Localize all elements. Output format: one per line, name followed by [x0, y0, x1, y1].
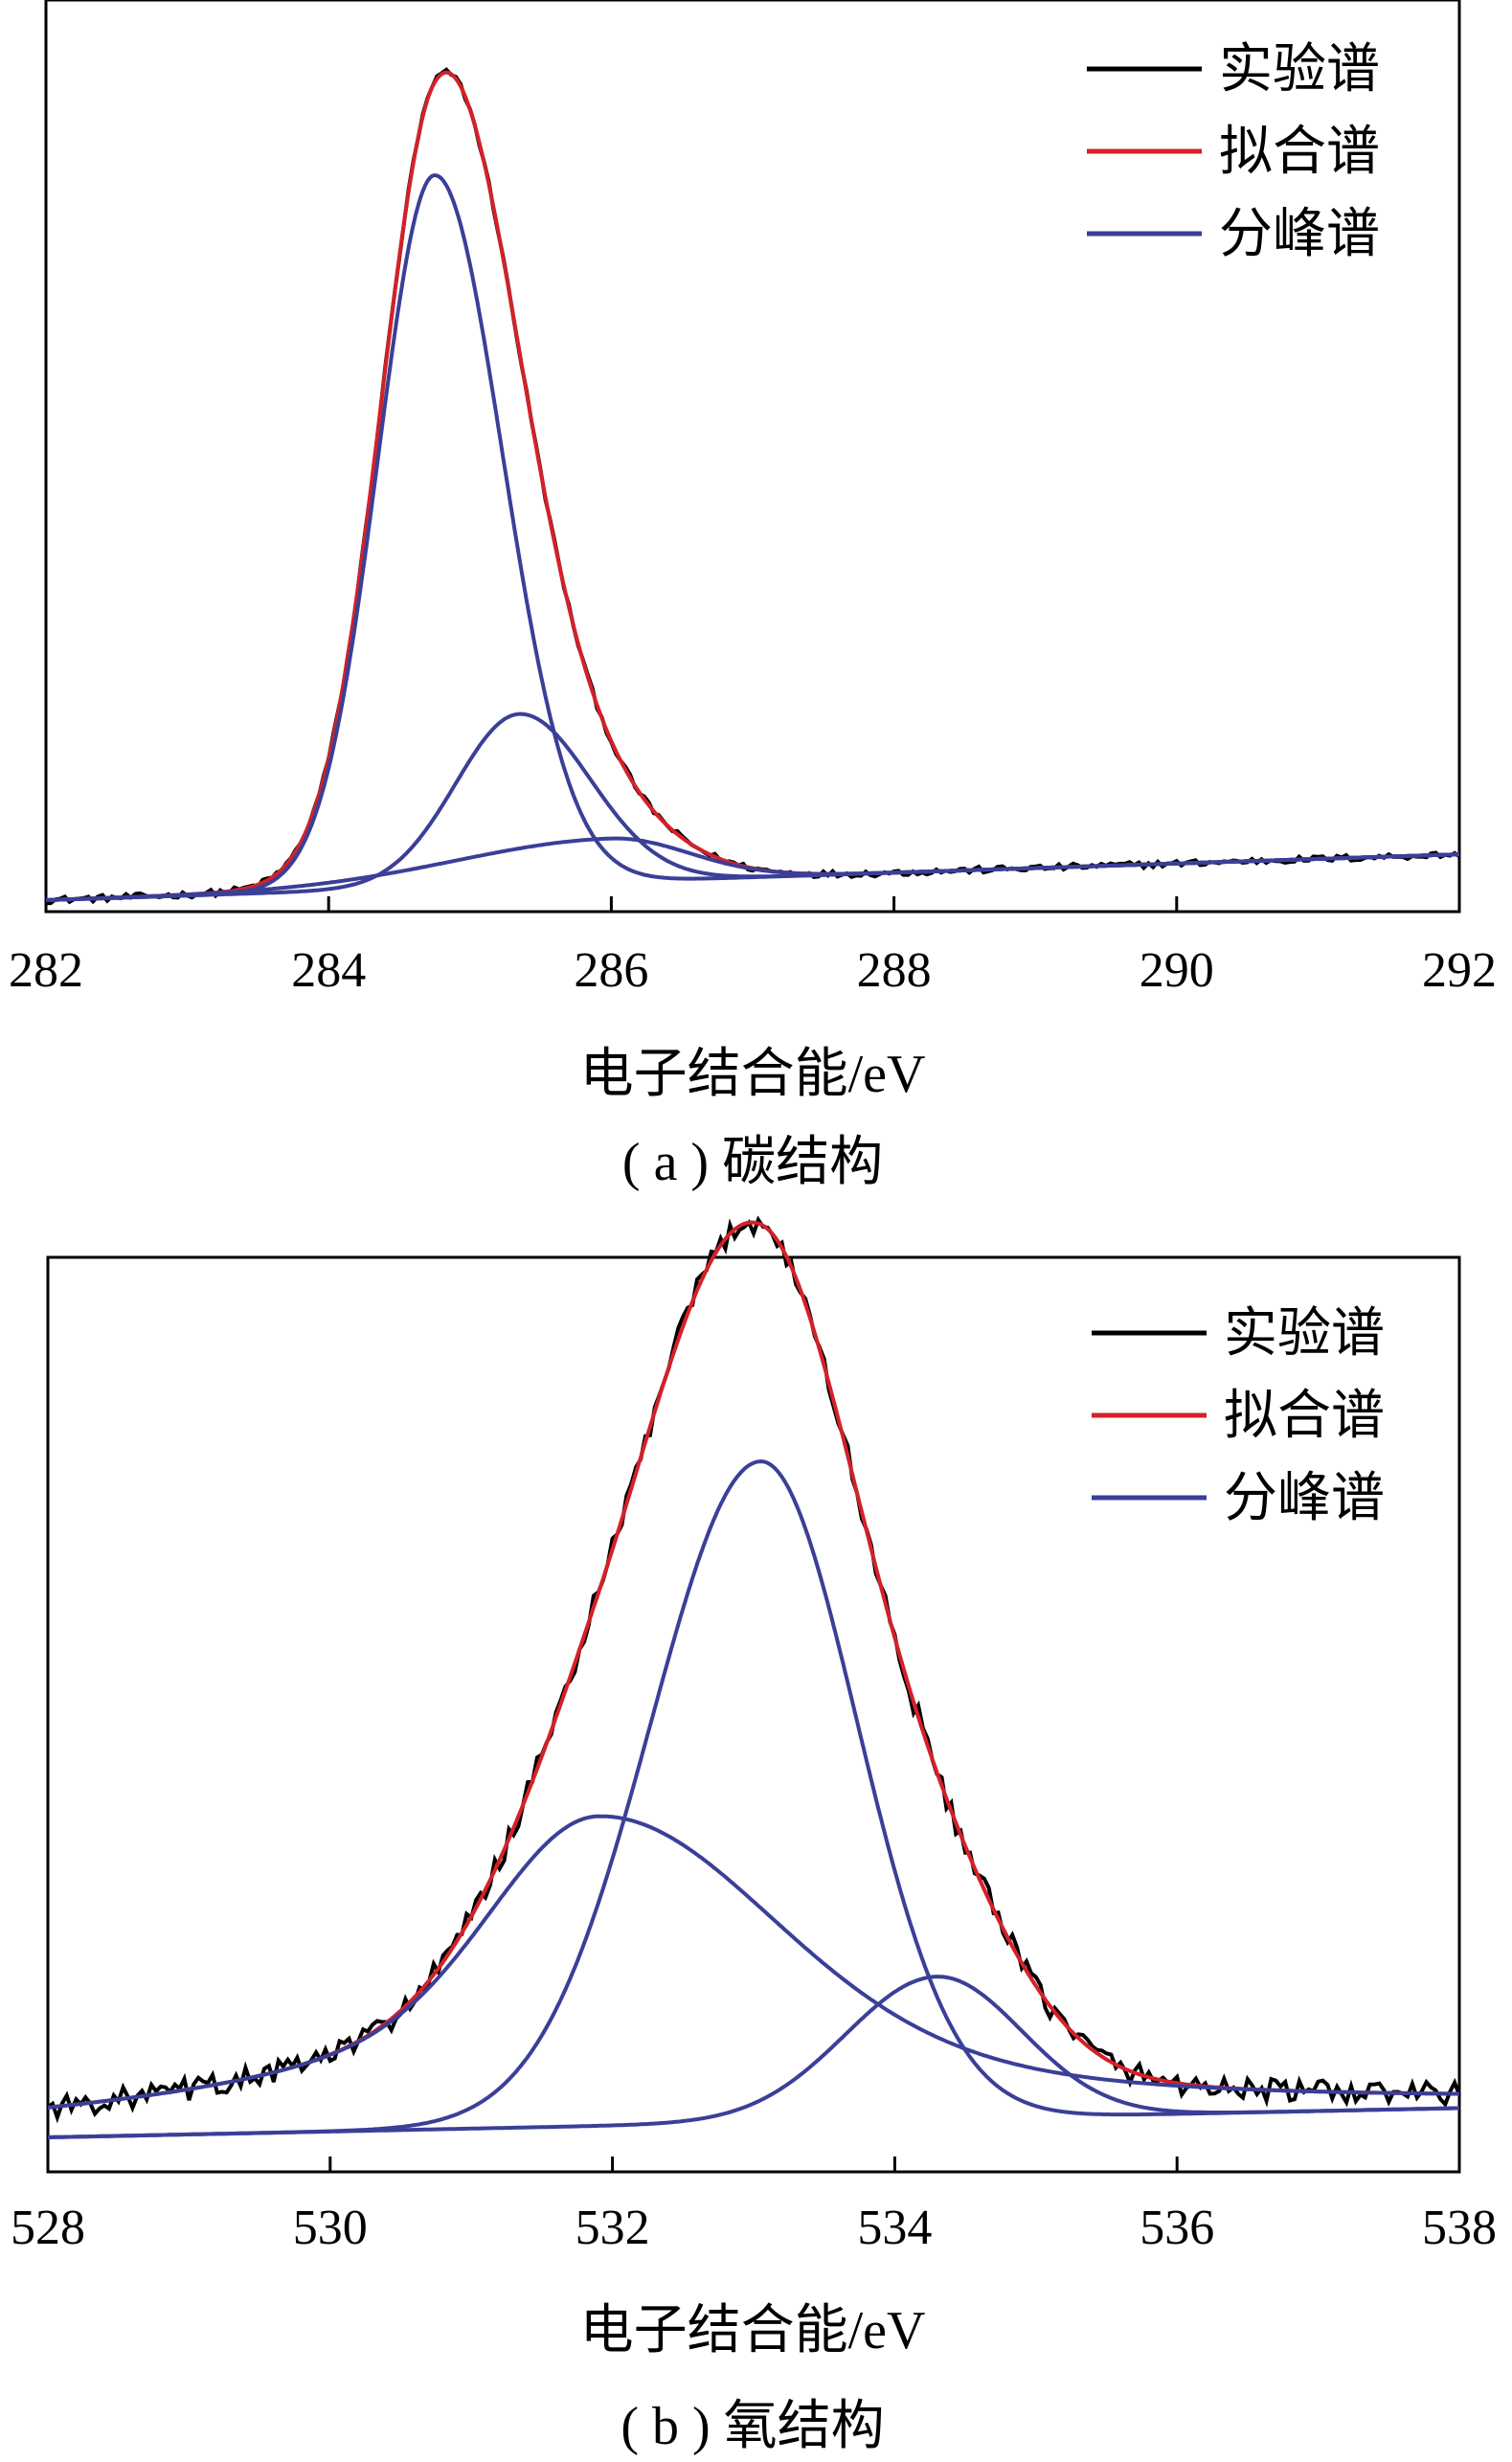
series-component-3: [46, 836, 1460, 902]
x-tick-label: 284: [291, 943, 366, 998]
series-component-1: [45, 172, 1460, 902]
x-tick-label: 538: [1422, 2201, 1497, 2255]
x-tick-label: 282: [9, 943, 83, 998]
series-component-3: [47, 1975, 1460, 2139]
legend-label: 实验谱: [1224, 1304, 1385, 1364]
x-tick-label: 288: [857, 943, 932, 998]
legend-label: 分峰谱: [1224, 1469, 1385, 1528]
plot-frame-b: [46, 1255, 1461, 2174]
caption-a: ( a ) 碳结构: [622, 1133, 883, 1192]
legend-label: 实验谱: [1219, 40, 1380, 100]
series-experimental: [45, 67, 1461, 906]
x-tick-label: 530: [293, 2201, 368, 2255]
plot-area-a: 282 284 286 288 290 292: [9, 67, 1497, 998]
plot-frame-a: [44, 0, 1461, 914]
x-tick-label: 528: [11, 2201, 85, 2255]
plot-area-b: 528 530 532 534 536 538: [11, 1215, 1497, 2255]
series-experimental: [46, 1215, 1461, 2124]
legend-label: 拟合谱: [1224, 1387, 1385, 1446]
series-fit: [46, 70, 1460, 902]
x-axis-title-a: 电子结合能/eV: [580, 1045, 926, 1104]
series-component-2: [47, 1459, 1460, 2139]
series-component-1: [47, 1814, 1459, 2110]
x-tick-label: 286: [574, 943, 648, 998]
x-tick-label: 290: [1140, 943, 1214, 998]
x-tick-label: 532: [575, 2201, 650, 2255]
x-axis-title-b: 电子结合能/eV: [580, 2301, 926, 2360]
x-tick-label: 534: [857, 2201, 932, 2255]
legend-label: 拟合谱: [1219, 123, 1380, 182]
x-tick-label: 536: [1140, 2201, 1214, 2255]
legend-label: 分峰谱: [1219, 205, 1380, 264]
caption-b: ( b ) 氧结构: [621, 2397, 884, 2456]
x-tick-label: 292: [1422, 943, 1497, 998]
